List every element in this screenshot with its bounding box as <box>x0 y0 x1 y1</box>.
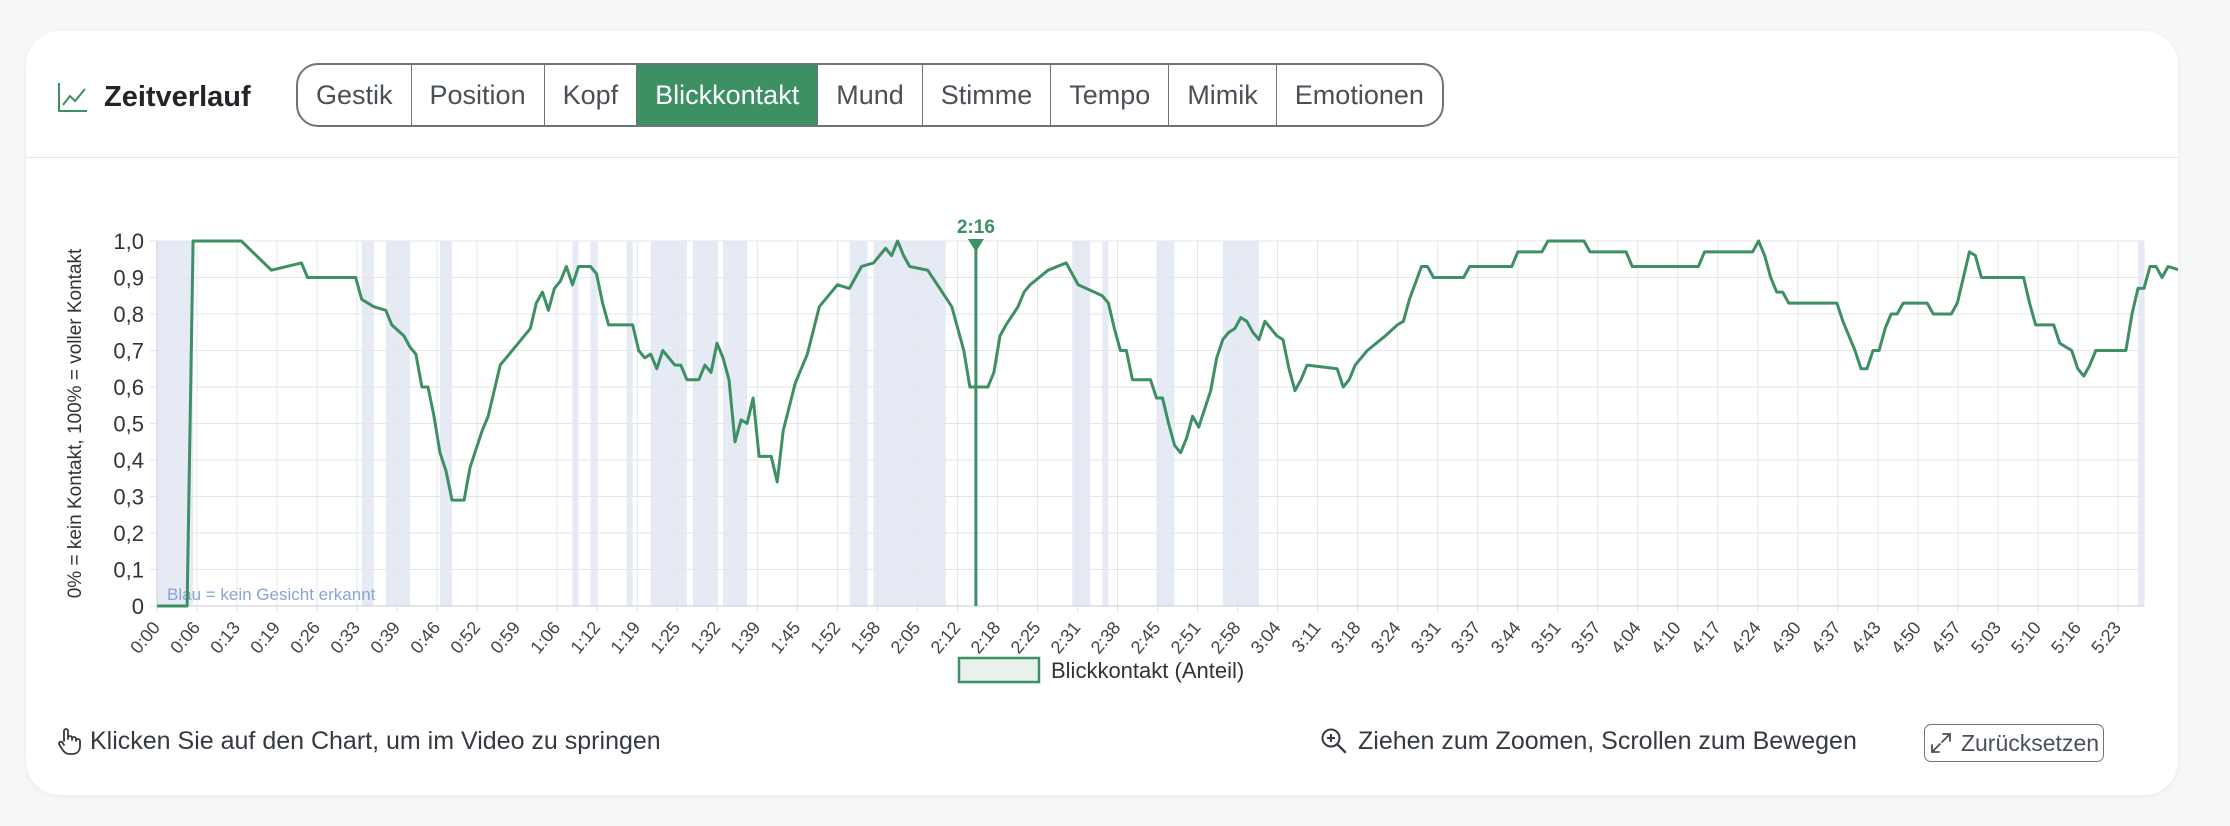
x-tick-label: 3:37 <box>1447 618 1485 658</box>
x-tick-label: 4:50 <box>1887 618 1925 658</box>
x-tick-label: 2:38 <box>1087 618 1125 658</box>
tab-position[interactable]: Position <box>412 65 545 125</box>
x-tick-label: 1:58 <box>847 618 885 658</box>
tab-blickkontakt[interactable]: Blickkontakt <box>637 65 819 125</box>
x-tick-label: 5:10 <box>2007 618 2045 658</box>
x-tick-label: 0:39 <box>366 618 404 658</box>
timeline-card: Zeitverlauf Gestik Position Kopf Blickkonta… <box>26 31 2178 795</box>
card-header: Zeitverlauf Gestik Position Kopf Blickkonta… <box>26 31 2178 158</box>
x-tick-label: 1:19 <box>606 618 644 658</box>
x-tick-label: 2:05 <box>887 618 925 658</box>
x-tick-label: 0:52 <box>446 618 484 658</box>
zoom-in-icon <box>1321 728 1347 754</box>
x-tick-label: 4:37 <box>1807 618 1845 658</box>
click-hint-text: Klicken Sie auf den Chart, um im Video z… <box>90 726 661 755</box>
y-tick-label: 0,8 <box>113 302 144 327</box>
y-tick-label: 0,9 <box>113 266 144 291</box>
x-tick-label: 4:30 <box>1767 618 1805 658</box>
reset-zoom-button[interactable]: Zurücksetzen <box>1924 724 2104 762</box>
x-tick-label: 1:45 <box>767 618 805 658</box>
x-tick-label: 4:57 <box>1927 618 1965 658</box>
tab-mund[interactable]: Mund <box>818 65 923 125</box>
x-tick-label: 1:39 <box>727 618 765 658</box>
line-chart-icon <box>58 83 87 112</box>
reset-zoom-label: Zurücksetzen <box>1960 729 2100 756</box>
x-tick-label: 2:45 <box>1127 618 1165 658</box>
x-tick-label: 0:59 <box>486 618 524 658</box>
x-tick-label: 3:04 <box>1247 618 1285 658</box>
x-tick-label: 5:16 <box>2047 618 2085 658</box>
legend-swatch <box>957 656 1041 684</box>
zoom-hint-text: Ziehen zum Zoomen, Scrollen zum Bewegen <box>1358 726 1857 755</box>
x-tick-label: 0:33 <box>326 618 364 658</box>
x-tick-label: 1:52 <box>807 618 845 658</box>
timeline-chart[interactable]: 0:00 0:06 0:13 0:19 0:26 0:33 0:39 0:46 0:52 0:59… <box>26 158 2178 688</box>
tab-mimik[interactable]: Mimik <box>1169 65 1277 125</box>
x-tick-label: 4:24 <box>1727 618 1765 658</box>
x-tick-label: 3:24 <box>1367 618 1405 658</box>
page-title: Zeitverlauf <box>104 80 251 113</box>
x-tick-label: 4:17 <box>1687 618 1725 658</box>
playhead-label: 2:16 <box>957 217 995 238</box>
x-tick-label: 5:03 <box>1967 618 2005 658</box>
chart-area[interactable]: 0:00 0:06 0:13 0:19 0:26 0:33 0:39 0:46 0:52 0:59… <box>26 158 2178 688</box>
playhead-marker <box>967 239 984 252</box>
y-tick-label: 0,3 <box>113 485 144 510</box>
hand-pointer-icon <box>58 728 81 755</box>
x-tick-label: 0:06 <box>166 618 204 658</box>
x-tick-label: 2:31 <box>1047 618 1085 658</box>
x-tick-label: 5:23 <box>2087 618 2125 658</box>
x-tick-label: 1:32 <box>686 618 724 658</box>
legend-label: Blickkontakt (Anteil) <box>1051 658 1244 683</box>
y-tick-label: 0,5 <box>113 412 144 437</box>
x-tick-label: 0:46 <box>406 618 444 658</box>
metric-tabs: Gestik Position Kopf Blickkontakt Mund Stimme… <box>296 63 1444 127</box>
y-tick-label: 1,0 <box>113 229 144 254</box>
tab-tempo[interactable]: Tempo <box>1051 65 1170 125</box>
x-tick-label: 2:12 <box>927 618 965 658</box>
y-axis-label: 0% = kein Kontakt, 100% = voller Kontakt <box>65 248 86 598</box>
y-tick-label: 0,6 <box>113 375 144 400</box>
title-wrap: Zeitverlauf <box>56 71 251 123</box>
x-tick-label: 0:19 <box>246 618 284 658</box>
x-tick-label: 0:13 <box>206 618 244 658</box>
x-tick-label: 3:57 <box>1567 618 1605 658</box>
tab-stimme[interactable]: Stimme <box>923 65 1052 125</box>
zoom-hint: Ziehen zum Zoomen, Scrollen zum Bewegen <box>1320 721 1857 761</box>
no-face-note: Blau = kein Gesicht erkannt <box>167 585 376 604</box>
y-tick-label: 0 <box>132 594 144 619</box>
x-tick-label: 2:25 <box>1007 618 1045 658</box>
tab-kopf[interactable]: Kopf <box>545 65 638 125</box>
y-tick-label: 0,2 <box>113 521 144 546</box>
x-tick-label: 4:10 <box>1647 618 1685 658</box>
series-line-blickkontakt <box>157 239 2178 608</box>
x-tick-label: 1:06 <box>526 618 564 658</box>
x-tick-label: 2:58 <box>1207 618 1245 658</box>
x-tick-label: 2:18 <box>967 618 1005 658</box>
x-tick-label: 1:12 <box>566 618 604 658</box>
x-tick-label: 3:18 <box>1327 618 1365 658</box>
x-tick-label: 3:44 <box>1487 618 1525 658</box>
y-tick-label: 0,7 <box>113 339 144 364</box>
x-tick-label: 0:00 <box>126 618 164 658</box>
x-tick-label: 0:26 <box>286 618 324 658</box>
x-tick-label: 4:04 <box>1607 618 1645 658</box>
x-tick-label: 4:43 <box>1847 618 1885 658</box>
x-tick-label: 3:51 <box>1527 618 1565 658</box>
y-tick-label: 0,4 <box>113 448 144 473</box>
y-tick-label: 0,1 <box>113 558 144 583</box>
click-hint: Klicken Sie auf den Chart, um im Video z… <box>56 721 661 761</box>
x-tick-label: 3:31 <box>1407 618 1445 658</box>
expand-arrows-icon <box>1931 733 1951 753</box>
x-tick-label: 1:25 <box>646 618 684 658</box>
x-tick-label: 3:11 <box>1288 618 1325 657</box>
tab-emotionen[interactable]: Emotionen <box>1294 80 1424 110</box>
tab-gestik[interactable]: Gestik <box>298 65 412 125</box>
x-tick-label: 2:51 <box>1167 618 1205 658</box>
